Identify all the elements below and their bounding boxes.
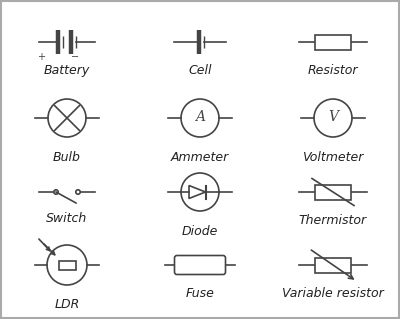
Text: Diode: Diode — [182, 225, 218, 238]
FancyBboxPatch shape — [174, 256, 226, 275]
Text: Thermistor: Thermistor — [299, 214, 367, 227]
Bar — [58, 261, 76, 270]
Bar — [315, 34, 351, 49]
Text: Cell: Cell — [188, 64, 212, 77]
Text: Ammeter: Ammeter — [171, 151, 229, 164]
Circle shape — [54, 190, 58, 194]
Text: LDR: LDR — [54, 298, 80, 311]
Polygon shape — [189, 186, 206, 198]
Text: Battery: Battery — [44, 64, 90, 77]
Text: Resistor: Resistor — [308, 64, 358, 77]
Circle shape — [47, 245, 87, 285]
Bar — [315, 184, 351, 199]
Text: Switch: Switch — [46, 212, 88, 225]
Text: A: A — [195, 110, 205, 124]
Text: +: + — [37, 52, 45, 62]
Circle shape — [314, 99, 352, 137]
Text: Voltmeter: Voltmeter — [302, 151, 364, 164]
Text: −: − — [71, 52, 79, 62]
Circle shape — [48, 99, 86, 137]
Circle shape — [76, 190, 80, 194]
Circle shape — [181, 173, 219, 211]
Text: Bulb: Bulb — [53, 151, 81, 164]
Text: V: V — [328, 110, 338, 124]
Text: Fuse: Fuse — [186, 287, 214, 300]
Bar — [315, 257, 351, 272]
Circle shape — [181, 99, 219, 137]
Text: Variable resistor: Variable resistor — [282, 287, 384, 300]
